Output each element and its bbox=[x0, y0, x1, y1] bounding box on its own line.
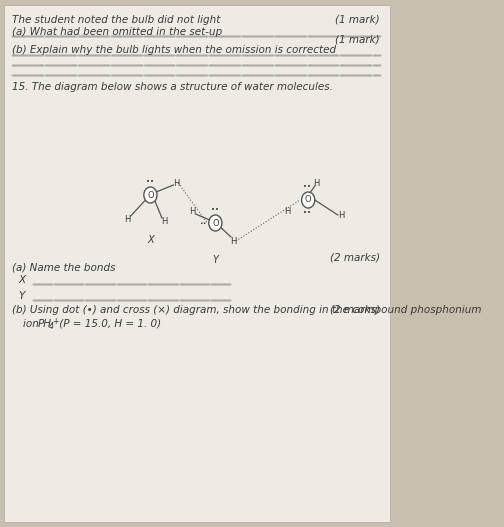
Text: (b) Explain why the bulb lights when the omission is corrected: (b) Explain why the bulb lights when the… bbox=[12, 45, 336, 55]
Text: (2 marks): (2 marks) bbox=[330, 253, 380, 263]
Text: PH: PH bbox=[38, 319, 52, 329]
Text: O: O bbox=[305, 196, 311, 204]
Text: ••: •• bbox=[146, 179, 154, 185]
Text: X: X bbox=[18, 275, 25, 285]
Text: O: O bbox=[212, 219, 219, 228]
Circle shape bbox=[302, 192, 315, 208]
Text: +: + bbox=[52, 317, 59, 326]
Text: ••: •• bbox=[303, 210, 311, 216]
Text: ••: •• bbox=[211, 207, 219, 213]
Text: (b) Using dot (•) and cross (×) diagram, show the bonding in the compound phosph: (b) Using dot (•) and cross (×) diagram,… bbox=[12, 305, 481, 315]
Text: H: H bbox=[161, 217, 167, 226]
Text: (a) What had been omitted in the set-up: (a) What had been omitted in the set-up bbox=[12, 27, 222, 37]
Circle shape bbox=[209, 215, 222, 231]
Text: ••: •• bbox=[199, 220, 206, 226]
Text: ••: •• bbox=[303, 184, 311, 190]
Text: H: H bbox=[230, 237, 236, 246]
Text: H: H bbox=[189, 208, 196, 217]
Text: (2 marks): (2 marks) bbox=[330, 305, 380, 315]
Text: (1 mark): (1 mark) bbox=[335, 15, 380, 25]
Text: H: H bbox=[338, 210, 344, 220]
Text: H: H bbox=[284, 207, 291, 216]
Text: (a) Name the bonds: (a) Name the bonds bbox=[12, 262, 115, 272]
Text: 4: 4 bbox=[48, 322, 53, 331]
FancyBboxPatch shape bbox=[4, 5, 391, 522]
Text: O: O bbox=[147, 190, 154, 200]
Text: Y: Y bbox=[18, 291, 25, 301]
Circle shape bbox=[144, 187, 157, 203]
Text: The student noted the bulb did not light: The student noted the bulb did not light bbox=[12, 15, 220, 25]
Text: 15. The diagram below shows a structure of water molecules.: 15. The diagram below shows a structure … bbox=[12, 82, 332, 92]
Text: H: H bbox=[313, 179, 320, 188]
Text: H: H bbox=[173, 179, 179, 188]
Text: X: X bbox=[147, 235, 154, 245]
Text: ion: ion bbox=[23, 319, 42, 329]
Text: (P = 15.0, H = 1. 0): (P = 15.0, H = 1. 0) bbox=[56, 319, 161, 329]
Text: H: H bbox=[124, 214, 131, 223]
Text: (1 mark): (1 mark) bbox=[335, 35, 380, 45]
Text: Y: Y bbox=[212, 255, 218, 265]
